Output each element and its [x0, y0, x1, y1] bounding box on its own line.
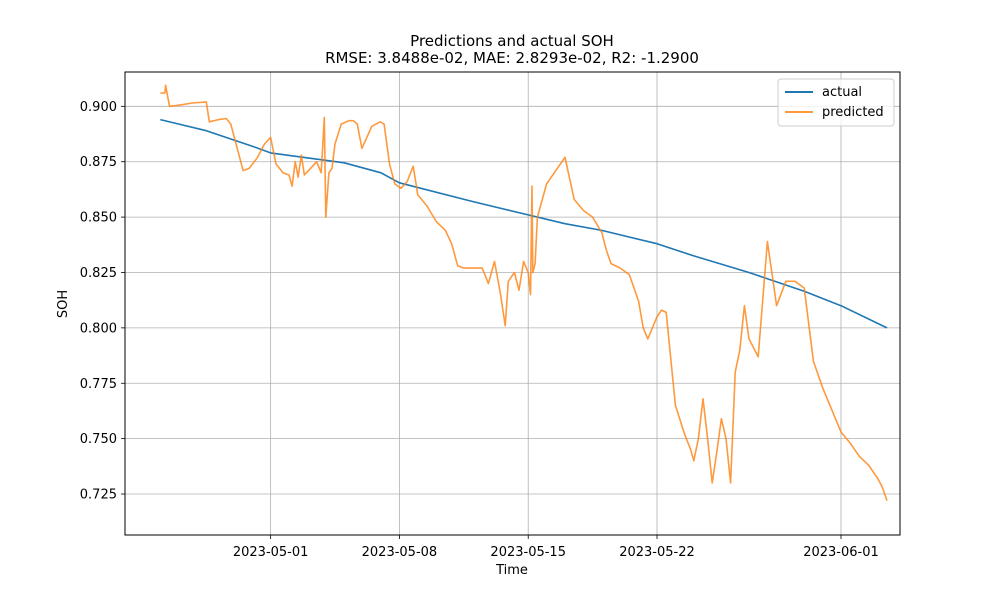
chart-title: Predictions and actual SOH	[410, 32, 614, 50]
series-line-actual	[160, 118, 888, 329]
axis-ticks: 2023-05-01 2023-05-08 2023-05-15 2023-05-22…	[80, 100, 879, 560]
x-tick-label: 2023-05-01	[233, 545, 309, 560]
y-axis-label: SOH	[56, 290, 71, 318]
series-line-predicted	[160, 84, 888, 501]
x-tick-label: 2023-05-22	[619, 545, 695, 560]
plot-frame	[124, 71, 901, 536]
y-tick-label: 0.825	[80, 266, 117, 281]
x-axis-label: Time	[495, 563, 528, 578]
plot-series	[160, 84, 888, 501]
x-tick-label: 2023-05-15	[490, 545, 566, 560]
legend-label-actual: actual	[822, 85, 862, 100]
legend-label-predicted: predicted	[822, 105, 884, 120]
x-tick-label: 2023-06-01	[803, 545, 879, 560]
y-tick-label: 0.800	[80, 321, 117, 336]
y-tick-label: 0.725	[80, 488, 117, 503]
y-tick-label: 0.775	[80, 377, 117, 392]
y-tick-label: 0.850	[80, 211, 117, 226]
legend: actual predicted	[777, 78, 895, 127]
y-tick-label: 0.875	[80, 155, 117, 170]
grid-lines	[125, 72, 900, 535]
x-tick-label: 2023-05-08	[362, 545, 438, 560]
y-tick-label: 0.750	[80, 432, 117, 447]
legend-box	[777, 78, 895, 127]
chart-subtitle: RMSE: 3.8488e-02, MAE: 2.8293e-02, R2: -…	[325, 49, 699, 67]
y-tick-label: 0.900	[80, 100, 117, 115]
